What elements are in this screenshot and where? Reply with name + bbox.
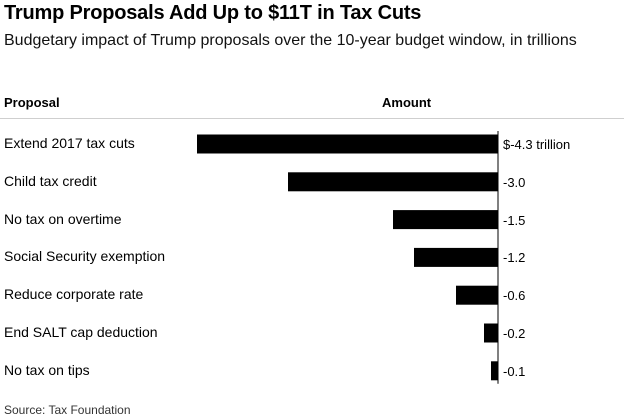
value-label: -1.2 [503, 250, 526, 266]
bar-0 [197, 134, 498, 154]
category-label: Child tax credit [4, 172, 97, 189]
bar-3 [414, 247, 498, 267]
value-label: -0.6 [503, 288, 526, 304]
category-label: No tax on overtime [4, 210, 122, 227]
category-label: Reduce corporate rate [4, 286, 144, 303]
value-label: -1.5 [503, 212, 526, 228]
column-header-amount: Amount [382, 95, 432, 110]
bar-4 [456, 285, 498, 305]
category-label: End SALT cap deduction [4, 324, 158, 340]
category-label: Social Security exemption [4, 248, 166, 265]
value-label: $-4.3 trillion [503, 137, 571, 152]
bar-5 [484, 323, 498, 343]
value-label: -0.1 [503, 363, 526, 379]
bar-2 [393, 210, 498, 230]
chart-subtitle: Budgetary impact of Trump proposals over… [4, 32, 577, 49]
category-label: Extend 2017 tax cuts [4, 135, 135, 151]
value-label: -3.0 [503, 174, 526, 190]
column-header-proposal: Proposal [4, 95, 60, 110]
bar-6 [491, 361, 498, 381]
chart-title: Trump Proposals Add Up to $11T in Tax Cu… [4, 2, 422, 24]
value-label: -0.2 [503, 326, 526, 341]
category-label: No tax on tips [4, 361, 90, 378]
bar-1 [288, 172, 498, 192]
header-divider [0, 118, 624, 119]
source-note: Source: Tax Foundation [4, 403, 131, 417]
